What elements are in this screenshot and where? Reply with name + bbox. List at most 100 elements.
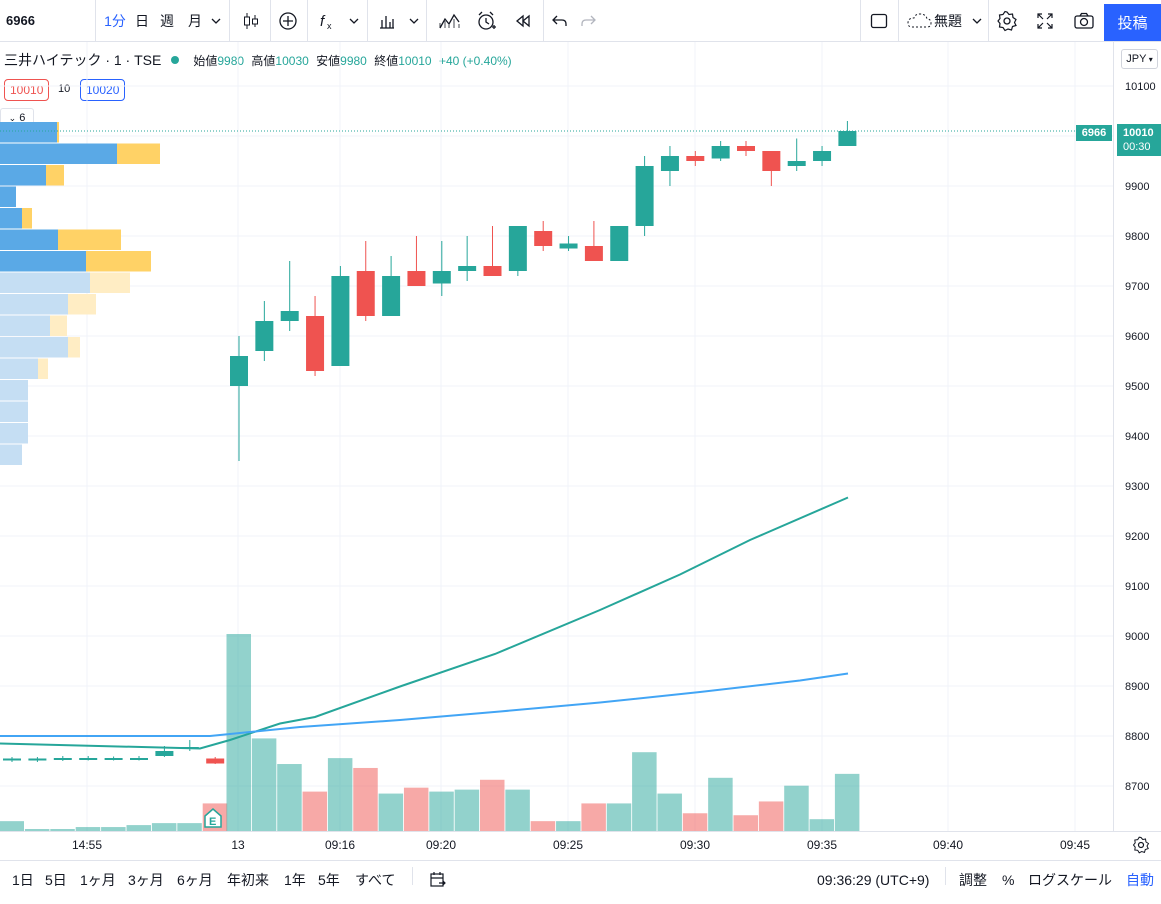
close-label: 終値 xyxy=(374,53,399,68)
candle-body xyxy=(737,146,755,151)
templates-bar-icon[interactable] xyxy=(372,0,402,42)
cloud-icon[interactable] xyxy=(903,0,935,42)
range-5d[interactable]: 5日 xyxy=(45,872,67,888)
auto-scale-toggle[interactable]: 自動 xyxy=(1126,872,1154,888)
toolbar-divider xyxy=(988,0,989,42)
vp-up-bar xyxy=(0,315,50,336)
layout-dropdown-icon[interactable] xyxy=(968,0,986,42)
ma-slow-line xyxy=(0,672,849,737)
replay-icon[interactable] xyxy=(507,0,539,42)
vp-up-bar xyxy=(0,337,68,358)
candle-body xyxy=(762,151,781,171)
candle-body xyxy=(534,231,553,246)
candle-body xyxy=(559,243,578,249)
volume-bar xyxy=(251,738,277,831)
range-6m[interactable]: 6ヶ月 xyxy=(177,872,213,888)
toolbar-divider xyxy=(270,0,271,42)
earnings-marker-icon[interactable]: E xyxy=(203,807,223,829)
candle-body xyxy=(610,226,629,261)
interval-1min[interactable]: 1分 xyxy=(104,13,126,29)
ohlc-values: 始値9980 高値10030 安値9980 終値10010 +40 (+0.40… xyxy=(193,52,511,69)
volume-bar xyxy=(277,764,302,831)
volume-bar xyxy=(632,752,657,831)
market-status-dot xyxy=(171,56,180,64)
sell-price-button[interactable]: 10010 xyxy=(4,79,50,101)
bottom-toolbar: 1日 5日 1ヶ月 3ヶ月 6ヶ月 年初来 1年 5年 すべて 09:36:29… xyxy=(0,860,1161,891)
signals-chart-icon[interactable] xyxy=(431,0,469,42)
log-scale-toggle[interactable]: ログスケール xyxy=(1028,872,1112,888)
vp-up-bar xyxy=(0,229,58,250)
volume-bar xyxy=(708,777,733,831)
vp-up-bar xyxy=(0,380,28,401)
snapshot-camera-icon[interactable] xyxy=(1066,0,1102,42)
price-axis[interactable] xyxy=(1113,42,1161,831)
toolbar-divider xyxy=(229,0,230,42)
settings-gear-icon[interactable] xyxy=(990,0,1024,42)
open-value: 9980 xyxy=(217,53,245,68)
clock-timezone[interactable]: 09:36:29 (UTC+9) xyxy=(817,872,930,888)
vp-down-bar xyxy=(117,143,160,164)
chart-settings-gear-icon[interactable] xyxy=(1132,836,1150,854)
range-all[interactable]: すべて xyxy=(355,872,396,888)
publish-button[interactable]: 投稿 xyxy=(1104,4,1161,41)
volume-bar xyxy=(353,767,378,831)
undo-icon[interactable] xyxy=(546,0,574,42)
candle-body xyxy=(130,758,148,760)
fullscreen-icon[interactable] xyxy=(1028,0,1062,42)
chevron-down-icon: ⌄ xyxy=(8,113,17,123)
time-axis[interactable] xyxy=(0,831,1161,860)
interval-day[interactable]: 日 xyxy=(135,13,149,29)
vp-down-bar xyxy=(38,358,48,379)
chevron-down-icon: ▾ xyxy=(1146,55,1153,64)
low-label: 安値 xyxy=(316,53,341,68)
layout-square-icon[interactable] xyxy=(864,0,894,42)
svg-text:E: E xyxy=(209,816,216,828)
toolbar-divider xyxy=(426,0,427,42)
bar-countdown: 00:30 xyxy=(1123,141,1151,153)
layout-name[interactable]: 無題 xyxy=(934,13,962,29)
candle-body xyxy=(382,276,401,316)
range-1m[interactable]: 1ヶ月 xyxy=(80,872,116,888)
redo-icon[interactable] xyxy=(574,0,602,42)
interval-week[interactable]: 週 xyxy=(160,13,174,29)
templates-dropdown-icon[interactable] xyxy=(403,0,425,42)
adjust-toggle[interactable]: 調整 xyxy=(959,872,987,888)
candle-body xyxy=(331,276,350,366)
candle-body xyxy=(53,758,72,760)
percent-toggle[interactable]: % xyxy=(1002,872,1015,888)
range-1d[interactable]: 1日 xyxy=(12,872,34,888)
alert-add-icon[interactable] xyxy=(470,0,502,42)
volume-bar xyxy=(758,801,784,831)
chart-grid xyxy=(0,42,1113,831)
interval-dropdown-icon[interactable] xyxy=(206,0,226,42)
last-price-tag: 10010 00:30 xyxy=(1117,124,1161,156)
bottom-divider xyxy=(412,867,413,885)
toolbar-divider xyxy=(95,0,96,42)
range-3m[interactable]: 3ヶ月 xyxy=(128,872,164,888)
candle-body xyxy=(306,316,325,371)
vp-up-bar xyxy=(0,165,46,186)
candle-body xyxy=(838,131,857,146)
candle-body xyxy=(813,151,832,161)
toolbar-divider xyxy=(307,0,308,42)
indicators-dropdown-icon[interactable] xyxy=(343,0,365,42)
vp-up-bar xyxy=(0,423,28,444)
buy-price-button[interactable]: 10020 xyxy=(80,79,126,101)
range-1y[interactable]: 1年 xyxy=(284,872,306,888)
range-5y[interactable]: 5年 xyxy=(318,872,340,888)
candle-body xyxy=(432,271,451,284)
vp-up-bar xyxy=(0,358,38,379)
interval-month[interactable]: 月 xyxy=(188,13,202,29)
range-ytd[interactable]: 年初来 xyxy=(227,872,269,888)
currency-select[interactable]: JPY ▾ xyxy=(1121,49,1158,69)
vp-up-bar xyxy=(0,401,28,422)
legend-symbol-title[interactable]: 三井ハイテック · 1 · TSE xyxy=(4,52,162,68)
chart-type-candles-icon[interactable] xyxy=(232,0,270,42)
volume-bar xyxy=(809,819,835,831)
goto-date-icon[interactable] xyxy=(428,866,448,887)
vp-up-bar xyxy=(0,143,117,164)
compare-add-icon[interactable] xyxy=(272,0,304,42)
symbol-search[interactable]: 6966 xyxy=(6,13,35,28)
indicator-collapse-button[interactable]: ⌄ 6 xyxy=(0,108,34,128)
